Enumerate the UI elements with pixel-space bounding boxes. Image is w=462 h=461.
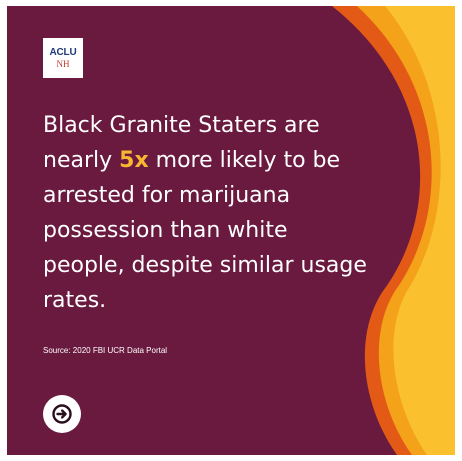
headline: Black Granite Staters are nearly 5x more… <box>43 108 373 318</box>
aclu-nh-logo: ACLU NH <box>43 38 83 78</box>
decorative-waves <box>332 6 455 455</box>
headline-part2: more likely to be arrested for marijuana… <box>43 148 367 313</box>
wave-yellow <box>385 6 455 455</box>
source-note: Source: 2020 FBI UCR Data Portal <box>43 346 168 355</box>
headline-highlight: 5x <box>119 148 149 173</box>
next-button[interactable] <box>43 395 81 433</box>
logo-nh-text: NH <box>56 58 70 69</box>
social-card: ACLU NH Black Granite Staters are nearly… <box>7 6 455 455</box>
arrow-right-icon <box>52 404 72 424</box>
logo-aclu-text: ACLU <box>49 46 77 58</box>
headline-part1: Black Granite Staters are nearly <box>43 113 320 173</box>
